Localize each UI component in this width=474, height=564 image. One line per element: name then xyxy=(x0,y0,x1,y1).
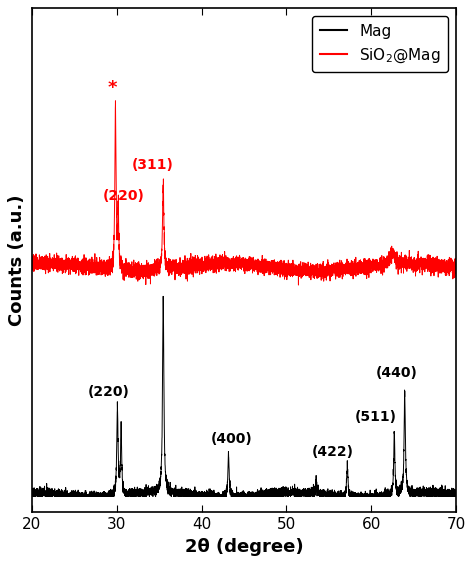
Mag xyxy=(453,493,459,500)
SiO₂@Mag xyxy=(453,268,459,275)
Mag xyxy=(132,490,138,496)
Mag xyxy=(160,293,166,299)
SiO₂@Mag xyxy=(189,263,195,270)
Mag xyxy=(30,493,36,500)
Text: (311): (311) xyxy=(131,158,173,172)
Mag xyxy=(128,492,133,499)
SiO₂@Mag xyxy=(219,259,225,266)
Mag xyxy=(189,493,195,500)
Text: (511): (511) xyxy=(355,410,396,424)
Text: *: * xyxy=(107,80,117,98)
Mag xyxy=(29,488,35,495)
SiO₂@Mag xyxy=(130,268,136,275)
SiO₂@Mag xyxy=(128,267,133,274)
X-axis label: 2θ (degree): 2θ (degree) xyxy=(185,537,303,556)
Mag xyxy=(450,488,456,495)
Text: (422): (422) xyxy=(312,444,354,459)
Mag xyxy=(219,493,225,500)
Y-axis label: Counts (a.u.): Counts (a.u.) xyxy=(9,195,27,326)
Text: (400): (400) xyxy=(210,432,252,446)
Line: Mag: Mag xyxy=(32,296,456,496)
Mag xyxy=(130,486,136,492)
SiO₂@Mag xyxy=(113,98,118,104)
SiO₂@Mag xyxy=(296,281,301,288)
Line: SiO₂@Mag: SiO₂@Mag xyxy=(32,101,456,285)
Text: (440): (440) xyxy=(376,366,418,380)
SiO₂@Mag xyxy=(132,265,138,271)
SiO₂@Mag xyxy=(450,275,456,282)
Legend: Mag, SiO$_2$@Mag: Mag, SiO$_2$@Mag xyxy=(312,16,448,72)
Text: (220): (220) xyxy=(88,385,130,399)
Text: (220): (220) xyxy=(102,190,145,204)
SiO₂@Mag xyxy=(29,265,35,272)
